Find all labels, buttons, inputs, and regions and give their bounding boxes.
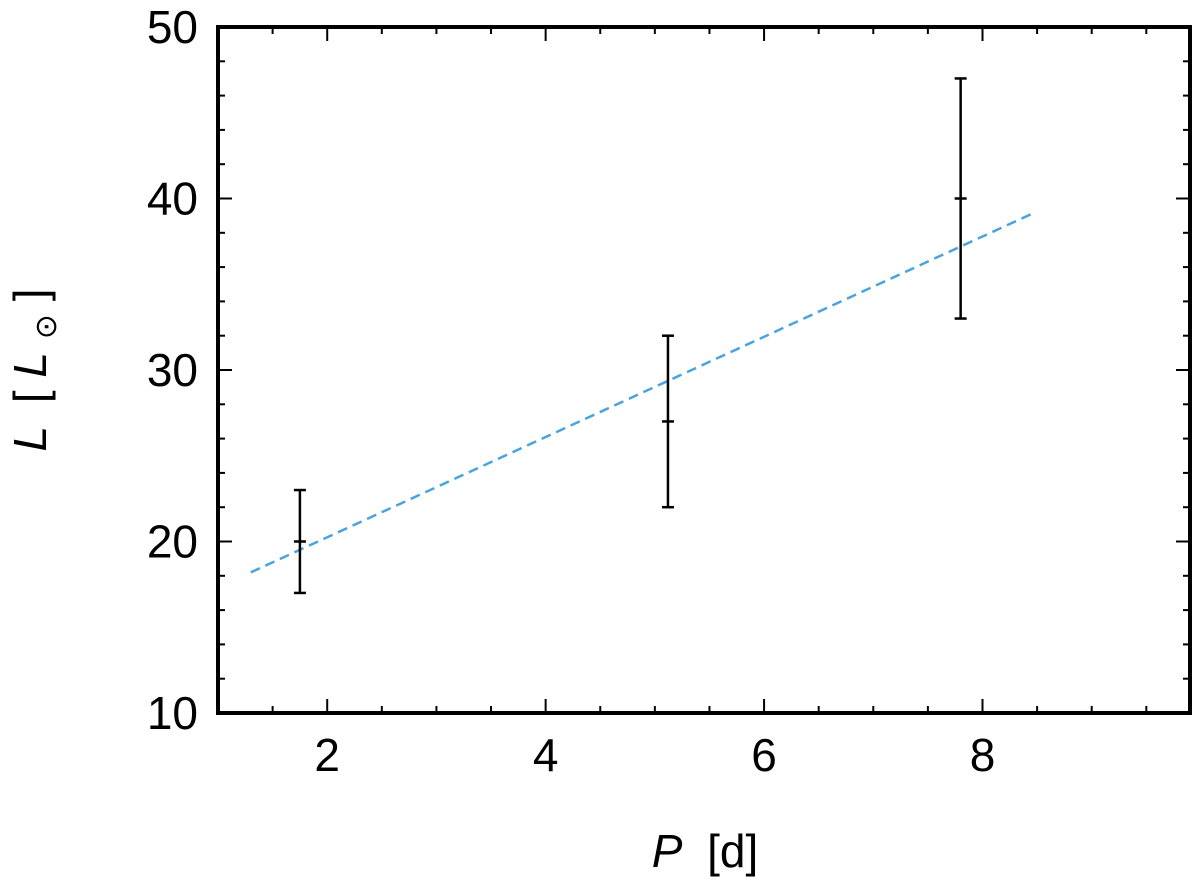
y-tick-label: 10: [147, 687, 198, 739]
y-axis-label: L [ L ⊙ ]: [4, 288, 66, 451]
y-tick-label: 30: [147, 344, 198, 396]
x-tick-label: 2: [314, 729, 340, 781]
x-axis-label: P [d]: [652, 825, 759, 877]
y-axis-unit-symbol: L: [4, 352, 56, 378]
x-axis-unit: [d]: [707, 825, 758, 877]
y-axis-unit-close: ]: [4, 288, 56, 301]
fit-line-layer: [250, 212, 1033, 574]
fit-line: [250, 212, 1033, 574]
tick-labels: 2 4 6 8 10 20 30 40 50: [147, 1, 995, 781]
major-ticks: [218, 26, 1190, 714]
x-tick-label: 8: [970, 729, 996, 781]
y-axis-unit-open: [: [4, 390, 56, 403]
y-axis-symbol: L: [4, 426, 56, 452]
plot-frame: [216, 25, 1192, 715]
x-tick-label: 4: [533, 729, 559, 781]
y-tick-label: 50: [147, 1, 198, 53]
minor-ticks: [218, 27, 1190, 713]
y-tick-label: 20: [147, 516, 198, 568]
y-axis-unit-subscript: ⊙: [30, 314, 63, 339]
data-layer: [293, 77, 967, 595]
x-axis-symbol: P: [652, 825, 683, 877]
data-point: [293, 488, 306, 595]
data-point: [954, 77, 967, 320]
y-tick-label: 40: [147, 173, 198, 225]
data-point: [661, 334, 674, 509]
x-tick-label: 6: [751, 729, 777, 781]
